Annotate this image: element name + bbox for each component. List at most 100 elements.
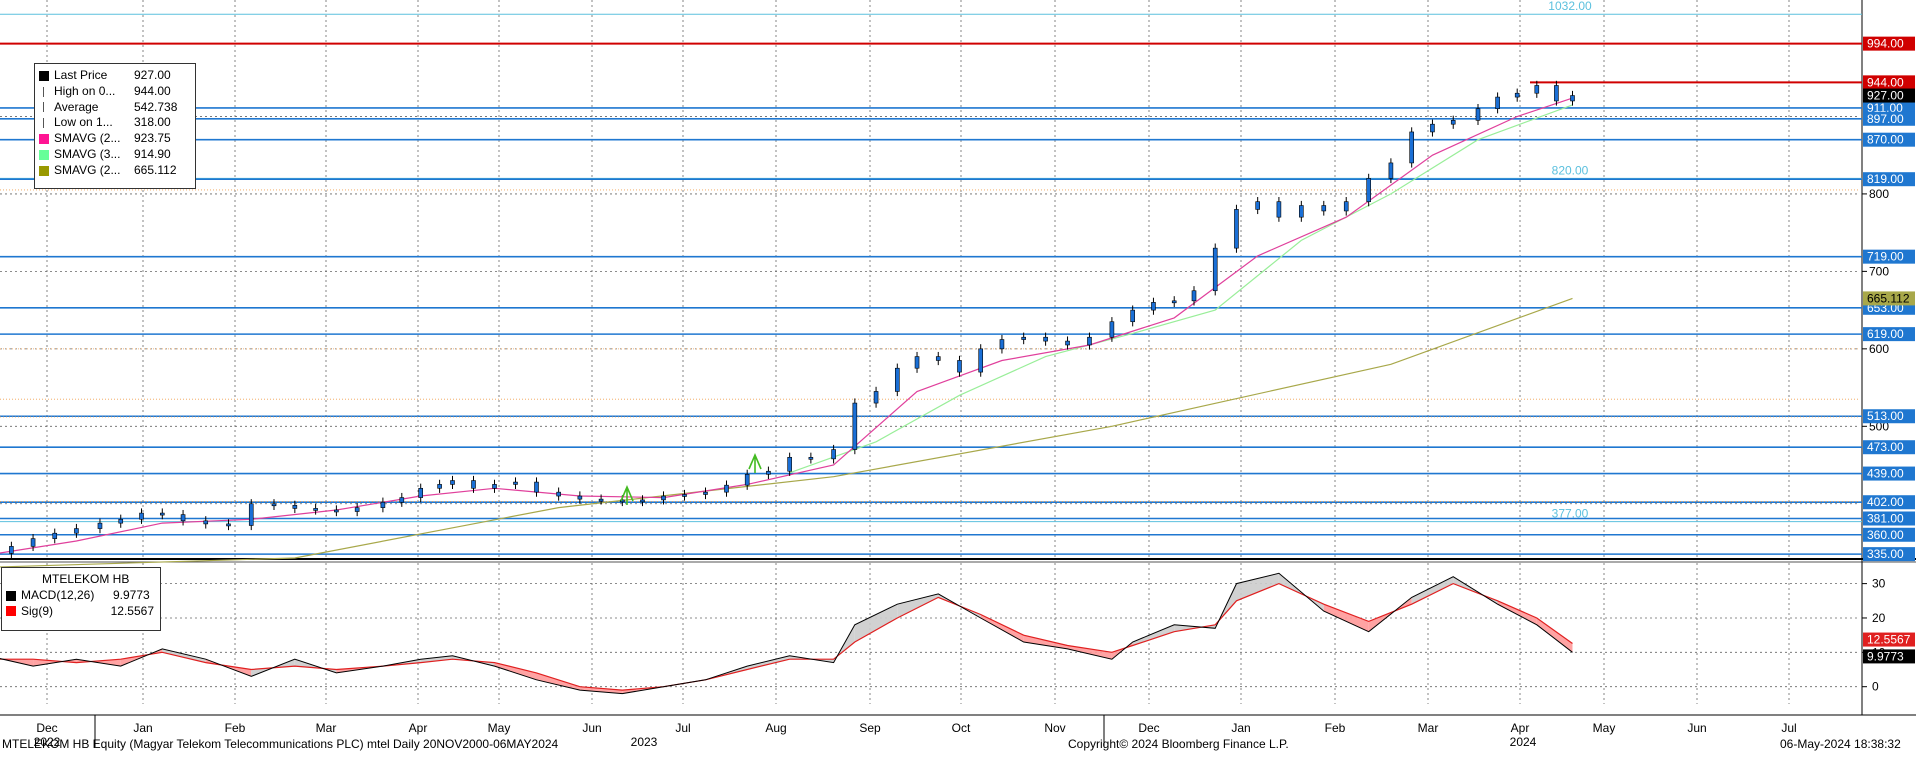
green-arrow-marker [620,484,634,505]
macd-axis-label: 9.9773 [1867,649,1904,663]
price-candle [248,503,254,526]
level-axis-label: 897.00 [1867,112,1904,126]
level-label: 377.00 [1552,507,1589,521]
price-candle [1234,209,1239,249]
macd-legend-row: Sig(9) 12.5567 [2,604,160,620]
macd-fill [1536,617,1573,653]
price-tick-label: 800 [1869,187,1889,201]
price-candle [1109,321,1115,338]
price-candle [139,512,144,520]
legend-value: 923.75 [134,131,171,146]
price-legend-row: Last Price 927.00 [35,68,195,84]
price-right-axis: 800700600500994.00944.00911.00897.00870.… [1862,36,1915,562]
x-year-label: 2022 [34,735,61,749]
macd-legend-title: MTELEKOM HB [2,572,160,588]
x-axis: Dec Jan Feb Mar Apr May Jun Jul Aug Sep Oct Nov Dec J… [34,715,1797,749]
price-candle [1475,108,1481,121]
price-candle [1255,201,1260,210]
macd-fill [1323,604,1369,632]
price-candle [334,509,339,513]
macd-grid [0,563,1860,704]
price-candle [203,520,209,525]
level-label: 1032.00 [1548,0,1592,13]
price-candle [1570,95,1575,102]
macd-line [0,572,1573,695]
price-candles [9,80,1575,558]
legend-name: MACD(12,26) [21,587,95,602]
level-axis-label-bg [1863,249,1915,264]
legend-swatch [43,118,45,129]
price-candle [418,487,424,498]
level-axis-label: 360.00 [1867,528,1904,542]
price-candle [534,481,539,493]
level-axis-label-bg [1863,547,1915,562]
legend-value: 542.738 [134,99,178,114]
macd-fill [897,593,939,618]
macd-fill [1497,600,1537,625]
legend-value: 665.112 [134,162,177,177]
price-candle [766,470,771,475]
legend-value: 944.00 [134,83,171,98]
price-candle [1043,336,1048,342]
x-month-label: Dec [36,721,57,735]
macd-fill [536,672,580,691]
price-candle [1151,302,1156,311]
price-tick-label: 700 [1869,264,1889,278]
level-axis-label-bg [1863,75,1915,90]
level-axis-label-bg [1863,409,1915,424]
legend-swatch [43,86,45,97]
extra-axis-label-bg [1863,291,1915,306]
legend-name: High on 0... [54,83,116,98]
price-candle [1087,336,1092,346]
price-candle [914,356,920,369]
legend-name: Low on 1... [54,115,113,130]
price-candle [894,367,900,392]
price-candle [1212,247,1218,292]
legend-swatch [39,149,49,160]
x-month-label: Nov [1044,721,1065,735]
legend-name: Average [54,99,99,114]
price-candle [471,480,476,489]
price-candle [1366,178,1371,202]
price-candle [1495,96,1500,110]
price-candle [724,484,729,493]
price-legend-row: SMAVG (2... 665.112 [35,163,195,179]
price-candle [399,497,405,503]
x-month-label: Jan [1231,721,1250,735]
legend-value: 914.90 [134,146,171,161]
x-year-label: 2023 [631,735,658,749]
level-axis-label-bg [1863,440,1915,455]
price-candle [556,491,561,497]
legend-swatch [39,70,49,81]
price-candle [577,495,583,500]
legend-swatch [43,102,45,113]
sma-green-line [789,104,1573,474]
price-candle [226,523,231,527]
price-candle [1171,300,1177,304]
price-candle [1191,290,1197,302]
price-candle [271,503,277,507]
price-candle [978,348,984,373]
x-month-label: Oct [952,721,971,735]
footer-copyright: Copyright© 2024 Bloomberg Finance L.P. [1068,737,1289,751]
x-month-label: May [488,721,511,735]
price-candle [380,501,386,508]
price-candle [1450,120,1456,125]
legend-value: 927.00 [134,68,171,82]
price-candle [313,508,318,511]
extra-axis-label: 665.112 [1867,291,1910,305]
footer-security: MTELEKOM HB Equity (Magyar Telekom Telec… [2,737,559,751]
macd-fill [494,662,537,680]
x-month-label: Aug [765,721,786,735]
level-axis-label-bg [1863,327,1915,342]
price-candle [9,546,14,554]
macd-series [0,572,1573,695]
macd-tick-label: 20 [1872,611,1886,625]
level-axis-label: 911.00 [1867,101,1903,115]
price-candle [744,474,750,486]
level-axis-label: 944.00 [1867,75,1904,89]
sma-olive-line [0,297,1573,568]
macd-legend: MTELEKOM HB MACD(12,26) 9.9773 Sig(9) 12.55… [1,567,161,631]
level-axis-label-bg [1863,111,1915,126]
